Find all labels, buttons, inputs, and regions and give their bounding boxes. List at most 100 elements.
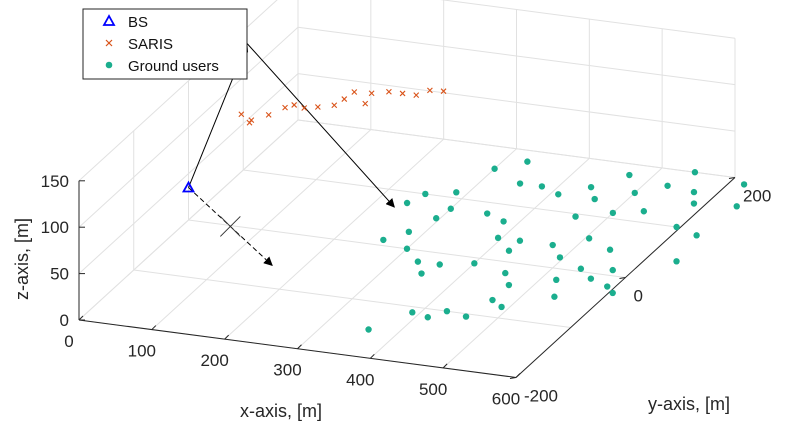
x-axis-label: x-axis, [m] [240, 401, 322, 421]
ground-user-point [436, 261, 443, 268]
x-tick-mark [224, 334, 230, 340]
y-tick-mark [509, 376, 517, 379]
blockage-cross [219, 216, 241, 237]
ground-user-point [690, 188, 698, 196]
side-wall-grid-line [78, 0, 278, 182]
x-tick-label: 200 [200, 351, 228, 370]
ground-user-point [577, 265, 585, 272]
legend: BS SARIS Ground users [82, 8, 248, 80]
ground-user-point [604, 283, 611, 290]
axes [78, 176, 736, 379]
ground-user-point [447, 205, 454, 212]
ground-user-point [432, 215, 440, 222]
y-axis-label: y-axis, [m] [648, 394, 730, 414]
legend-bs-marker [102, 14, 116, 26]
ground-user-point [500, 218, 507, 225]
y-tick-label: -200 [524, 386, 558, 405]
ground-user-point [403, 199, 411, 207]
data-points [181, 87, 748, 333]
ground-user-point [673, 223, 680, 231]
tick-labels: 0 100 200 300 400 500 600 -200 0 200 0 50 100 150 [41, 172, 772, 409]
saris-point [246, 119, 253, 126]
x-tick-label: 600 [492, 389, 520, 408]
ground-user-point [489, 296, 496, 304]
ground-user-point [693, 232, 700, 239]
ground-user-point [443, 307, 451, 315]
ground-user-point [591, 195, 598, 203]
ground-user-point [740, 181, 748, 188]
ground-user-point [422, 190, 429, 198]
legend-users-label: Ground users [128, 58, 219, 75]
ground-user-point [609, 289, 616, 297]
legend-saris-label: SARIS [128, 36, 173, 53]
ground-user-point [553, 276, 560, 284]
ground-user-point [524, 158, 531, 165]
y-tick-label: 0 [633, 286, 642, 305]
ground-user-point [551, 293, 558, 300]
ground-user-point [673, 258, 680, 265]
x-tick-label: 300 [273, 361, 301, 380]
floor-grid-line [133, 269, 571, 328]
ground-user-point [424, 314, 431, 321]
saris-point [282, 104, 288, 111]
side-wall-grid-line [78, 73, 299, 274]
x-tick-label: 0 [64, 332, 73, 351]
saris-point [368, 90, 375, 97]
ground-user-point [690, 200, 698, 207]
ground-user-point [555, 191, 562, 198]
ground-user-point [505, 281, 513, 289]
x-tick-label: 400 [346, 370, 374, 389]
saris-point [351, 89, 358, 95]
saris-point [238, 111, 245, 118]
signal-arrows [188, 42, 395, 266]
side-wall-grid-line [78, 26, 299, 228]
ground-user-point [484, 210, 491, 217]
saris-point [248, 117, 255, 123]
floor-grid-line [243, 169, 681, 228]
y-tick-mark [619, 276, 626, 279]
ground-user-point [606, 246, 614, 253]
x-tick-mark [151, 325, 157, 330]
ground-user-point [609, 266, 616, 274]
ground-user-point [640, 208, 648, 215]
legend-saris-marker [105, 39, 113, 47]
legend-bs-label: BS [128, 14, 148, 31]
ground-user-point [549, 241, 556, 249]
ground-user-point [585, 235, 593, 242]
back-wall-grid-line [297, 119, 736, 178]
side-wall-grid-line [78, 119, 299, 321]
x-tick-mark [442, 363, 448, 369]
ground-user-point [516, 180, 524, 187]
saris-point [291, 102, 298, 108]
ground-user-point [380, 236, 387, 244]
ground-user-point [631, 189, 638, 197]
ground-user-point [453, 189, 460, 196]
ground-user-point [664, 182, 671, 189]
ground-user-point [409, 309, 416, 316]
ground-user-point [733, 203, 740, 210]
saris-point [265, 111, 272, 118]
z-tick-label: 100 [41, 218, 69, 237]
ground-user-point [572, 213, 579, 220]
ground-user-point [494, 234, 502, 242]
ground-user-point [505, 247, 513, 254]
x-tick-mark [297, 344, 302, 350]
saris-point [362, 100, 369, 107]
saris-point [413, 92, 420, 99]
saris-point [341, 96, 348, 102]
back-wall-grid-line [297, 26, 736, 86]
z-tick-label: 50 [50, 265, 69, 284]
ground-user-point [403, 245, 411, 252]
ground-user-point [609, 209, 617, 217]
ground-user-point [405, 228, 413, 236]
back-wall-grid-line [440, 0, 736, 39]
ground-user-point [414, 258, 422, 265]
x-tick-label: 500 [419, 380, 447, 399]
saris-point [427, 87, 433, 94]
ground-user-point [462, 313, 470, 320]
ground-user-point [556, 254, 564, 261]
x-tick-mark [78, 315, 84, 321]
ground-user-point [626, 171, 633, 179]
legend-users-marker [105, 61, 113, 69]
